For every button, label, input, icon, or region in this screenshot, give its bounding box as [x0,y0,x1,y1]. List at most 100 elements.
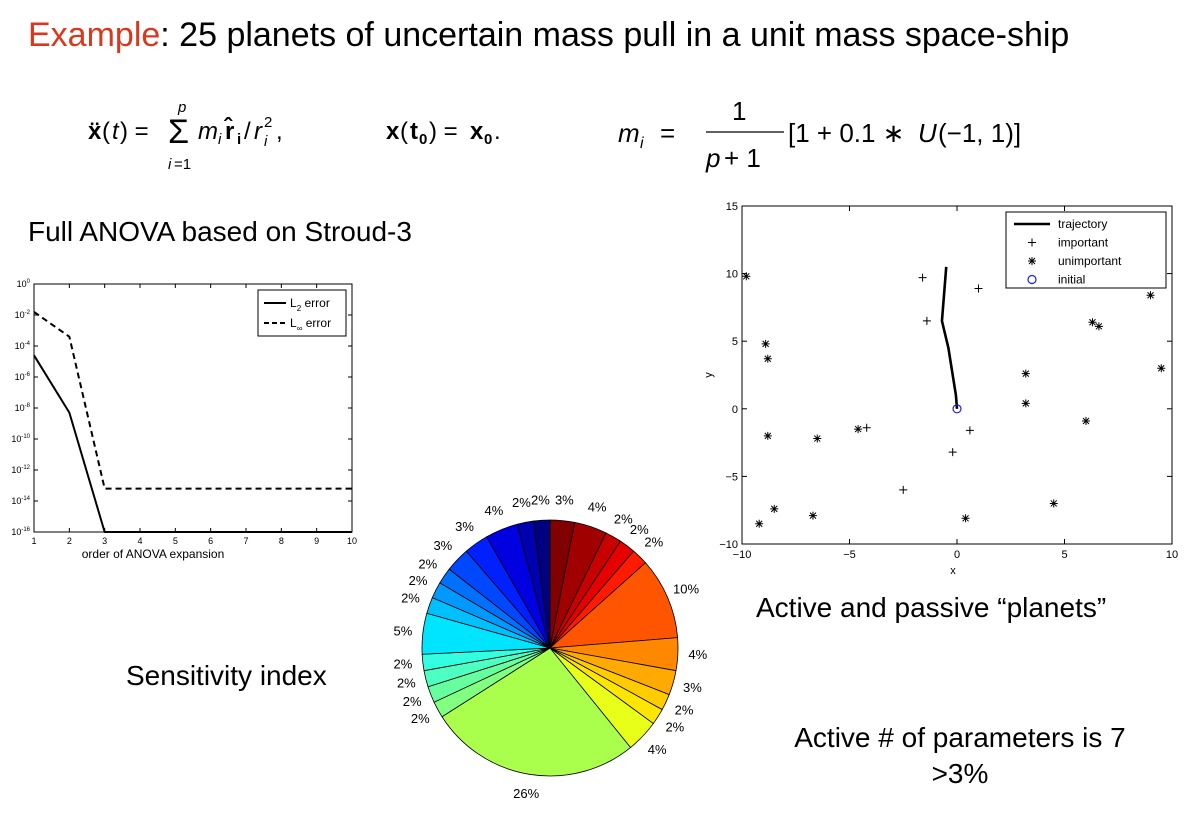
slide-title: Example: 25 planets of uncertain mass pu… [28,16,1069,55]
pie-label-19: 2% [409,573,428,588]
pie-label-1: 3% [555,493,574,508]
legend-initial-label: initial [1058,273,1085,287]
y-tick-label: 100 [17,279,31,289]
sensitivity-pie-chart: 3% 4%2%2%2%10%4%3%2%2%4%26%2%2%2%2%5%2%2%… [394,492,708,801]
pie-label-20: 2% [418,557,437,572]
pie-label-16: 2% [394,657,413,672]
unimportant-point [1094,322,1103,331]
active-count-line2: >3% [931,758,989,789]
y-tick-label: 15 [726,201,738,213]
pie-slice-12 [441,647,632,777]
important-point [899,485,908,494]
unimportant-point [770,504,779,513]
x-axis-label: order of ANOVA expansion [82,547,225,561]
svg-text:i: i [237,131,241,148]
unimportant-point [854,425,863,434]
unimportant-point [1049,499,1058,508]
unimportant-point [961,514,970,523]
x-tick-label: 2 [67,536,72,546]
unimportant-point [742,272,751,281]
svg-text:/: / [244,118,251,145]
pie-label-7: 4% [688,647,707,662]
y-tick-label: 10-4 [15,341,31,351]
trajectory-line [940,266,959,409]
svg-text:(: ( [400,118,408,145]
y-tick-label: −10 [719,539,738,551]
svg-text:) =: ) = [120,118,149,145]
x-tick-label: 7 [243,536,248,546]
anova-error-chart: 10010-210-410-610-810-1010-1210-1410-161… [11,279,357,561]
svg-text:i: i [640,135,644,152]
svg-text:(−1, 1)]: (−1, 1)] [938,118,1021,148]
svg-text:r̂: r̂ [223,117,234,145]
y-tick-label: 5 [732,336,738,348]
unimportant-point [763,354,772,363]
legend-box [257,289,347,337]
legend-trajectory-label: trajectory [1058,217,1107,231]
x-tick-label: 10 [347,536,357,546]
x-tick-label: 5 [1061,549,1067,561]
unimportant-point [1021,369,1030,378]
pie-label-2: 4% [588,500,607,515]
pie-label-21: 3% [433,538,452,553]
legend-initial-swatch [1027,274,1037,285]
svg-text:U: U [918,118,937,148]
svg-text:0: 0 [419,131,427,148]
svg-text:+ 1: + 1 [724,143,761,173]
important-point [918,273,927,282]
unimportant-point [808,511,817,520]
initial-point [952,404,962,414]
unimportant-point [1088,318,1097,327]
svg-text:i: i [264,133,268,150]
pie-slice-25 [533,519,551,649]
y-tick-label: 10-16 [11,527,30,537]
x-tick-label: −10 [733,549,752,561]
anova-heading: Full ANOVA based on Stroud-3 [28,216,412,247]
x-tick-label: 10 [1166,549,1178,561]
svg-text:x: x [386,118,400,145]
linf-error-line [33,311,352,490]
pie-label-23: 4% [485,503,504,518]
x-tick-label: 4 [137,536,142,546]
unimportant-point [1146,291,1155,300]
svg-text:m: m [618,118,640,148]
important-point [948,448,957,457]
pie-label-3: 2% [614,511,633,526]
pie-label-6: 10% [673,582,699,597]
unimportant-point [763,431,772,440]
pie-label-4: 2% [630,522,649,537]
svg-text:i: i [218,131,222,148]
pie-label-8: 3% [683,680,702,695]
pie-label-25: 2% [531,492,550,507]
y-tick-label: −5 [725,471,738,483]
svg-text:=: = [660,118,675,148]
active-passive-label: Active and passive “planets” [756,592,1107,623]
unimportant-point [1021,399,1030,408]
legend-unimportant-label: unimportant [1058,254,1122,268]
y-tick-label: 10-10 [11,434,30,444]
svg-text:x: x [470,118,484,145]
pie-label-24: 2% [512,495,531,510]
svg-text:t: t [410,118,418,145]
x-tick-label: 3 [102,536,107,546]
important-point [974,284,983,293]
svg-text:=1: =1 [174,156,191,173]
legend-unimportant-swatch [1028,257,1036,265]
y-tick-label: 10-12 [11,465,30,475]
x-tick-label: 5 [173,536,178,546]
x-tick-label: 9 [314,536,319,546]
pie-slice-6 [548,562,679,649]
important-point [965,426,974,435]
y-tick-label: 10-8 [15,403,31,413]
y-tick-label: 10-14 [11,496,30,506]
unimportant-point [755,519,764,528]
svg-text:1: 1 [732,96,746,126]
x-tick-label: 8 [279,536,284,546]
x-tick-label: 0 [954,549,960,561]
l2-error-line [33,354,352,533]
svg-text:ẍ: ẍ [88,118,102,145]
sensitivity-label: Sensitivity index [126,660,327,691]
